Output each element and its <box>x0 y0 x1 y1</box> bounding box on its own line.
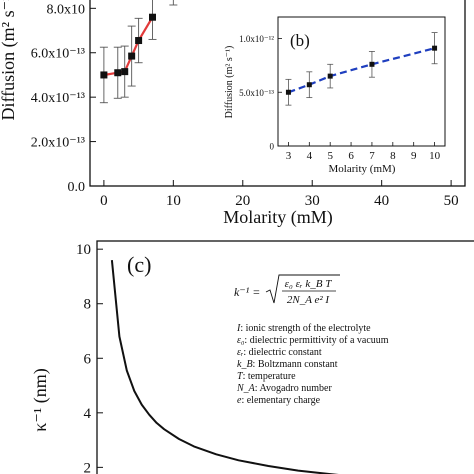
panel-a-data-point <box>114 69 122 77</box>
legend-symbol: εᵣ <box>237 347 244 358</box>
legend-line: ε₀: dielectric permittivity of a vacuum <box>237 335 389 346</box>
panel-b-ytick-label: 5.0x10⁻¹³ <box>239 88 274 98</box>
legend-symbol: e <box>237 395 242 406</box>
legend-symbol: k_B <box>237 359 253 370</box>
panel-b-xtick-label: 10 <box>429 150 441 162</box>
legend-description: : temperature <box>243 371 297 382</box>
legend-symbol: N_A <box>236 383 256 394</box>
panel-b-ytick-label: 0 <box>270 142 275 152</box>
legend-symbol: I <box>236 323 241 334</box>
panel-b-xtick-label: 8 <box>390 150 396 162</box>
panel-b-xtick-label: 7 <box>369 150 375 162</box>
legend-line: T: temperature <box>237 371 296 382</box>
panel-b-data-point <box>285 89 291 95</box>
panel-c-debye-curve <box>110 260 339 474</box>
panel-a-ytick-label: 0.0 <box>68 180 86 195</box>
legend-description: : ionic strength of the electrolyte <box>240 323 371 334</box>
legend-symbol: ε₀ <box>237 335 245 346</box>
formula-numerator: ε₀ εᵣ k_B T <box>285 278 333 290</box>
formula-lhs: k⁻¹ = <box>234 285 260 299</box>
panel-c-ytick-label: 6 <box>84 351 92 367</box>
panel-a-ytick-label: 6.0x10⁻¹³ <box>31 47 85 62</box>
panel-b-xtick-label: 6 <box>348 150 354 162</box>
panel-b-frame <box>277 16 446 147</box>
legend-description: : Avogadro number <box>255 383 333 394</box>
panel-c-label: (c) <box>127 252 151 277</box>
panel-b-xtick-label: 5 <box>327 150 333 162</box>
panel-a-ytick-label: 4.0x10⁻¹³ <box>31 91 85 106</box>
panel-a: 0 10 20 30 40 500.02.0x10⁻¹³4.0x10⁻¹³6.0x10⁻¹… <box>0 0 466 228</box>
panel-a-xtick-label: 50 <box>444 193 459 209</box>
panel-b-inset: (b) 3 4 5 6 7 8 9 10 0 5.0x10⁻¹³ 1.0x10⁻¹² Diffusi… <box>224 16 446 175</box>
panel-a-data-point <box>149 13 156 21</box>
panel-b-xlabel: Molarity (mM) <box>329 163 396 175</box>
panel-a-xtick-label: 30 <box>305 193 320 209</box>
panel-b-data-point <box>432 45 438 51</box>
legend-description: : dielectric constant <box>243 347 322 358</box>
panel-a-xtick-label: 40 <box>374 193 389 209</box>
panel-a-ylabel: Diffusion (m² s⁻¹) <box>0 0 19 120</box>
panel-a-xlabel: Molarity (mM) <box>223 207 333 228</box>
panel-c-frame <box>96 240 474 474</box>
panel-a-xtick-label: 10 <box>166 193 181 209</box>
panel-c-ytick-label: 8 <box>84 297 92 313</box>
panel-c-ytick-label: 10 <box>76 242 91 258</box>
panel-a-ytick-label: 2.0x10⁻¹³ <box>31 136 85 151</box>
panel-a-frame <box>89 0 466 187</box>
debye-length-formula: k⁻¹ = ε₀ εᵣ k_B T 2N_A e² I <box>234 274 340 306</box>
panel-a-xtick-label: 20 <box>235 193 250 209</box>
panel-b-data-point <box>369 61 375 67</box>
legend-line: k_B: Boltzmann constant <box>237 359 338 370</box>
panel-b-ytick-label: 1.0x10⁻¹² <box>239 34 274 44</box>
panel-a-data-point <box>121 68 129 76</box>
legend-symbol: T <box>237 371 244 382</box>
panel-c-ytick-label: 2 <box>84 460 92 474</box>
panel-b-label: (b) <box>290 31 310 50</box>
legend-line: N_A: Avogadro number <box>236 383 332 394</box>
legend-description: : elementary charge <box>241 395 320 406</box>
panel-c: (c) 2 4 6 8 10 κ⁻¹ (nm) k⁻¹ = ε₀ εᵣ k_B T 2N… <box>30 240 474 474</box>
panel-a-ytick-label: 8.0x10 <box>47 2 86 17</box>
panel-a-xtick-label: 0 <box>100 193 108 209</box>
panel-b-xtick-label: 4 <box>307 150 313 162</box>
panel-c-ylabel: κ⁻¹ (nm) <box>30 368 51 431</box>
panel-b-xtick-label: 3 <box>286 150 292 162</box>
panel-b-ylabel: Diffusion (m² s⁻¹) <box>224 46 235 119</box>
formula-denominator: 2N_A e² I <box>287 294 331 306</box>
panel-b-data-point <box>327 73 333 79</box>
legend-line: εᵣ: dielectric constant <box>237 347 322 358</box>
legend-line: e: elementary charge <box>237 395 321 406</box>
panel-b-data-point <box>306 82 312 88</box>
legend-description: : Boltzmann constant <box>253 359 338 370</box>
panel-a-data-point <box>100 71 108 79</box>
formula-sqrt-sign <box>265 274 340 304</box>
legend-description: : dielectric permittivity of a vacuum <box>244 335 388 346</box>
symbol-legend: I: ionic strength of the electrolyteε₀: … <box>236 323 389 406</box>
panel-c-ytick-label: 4 <box>84 406 92 422</box>
legend-line: I: ionic strength of the electrolyte <box>236 323 371 334</box>
panel-b-xtick-label: 9 <box>411 150 417 162</box>
panel-a-data-point <box>135 37 143 45</box>
panel-a-data-point <box>128 52 136 60</box>
